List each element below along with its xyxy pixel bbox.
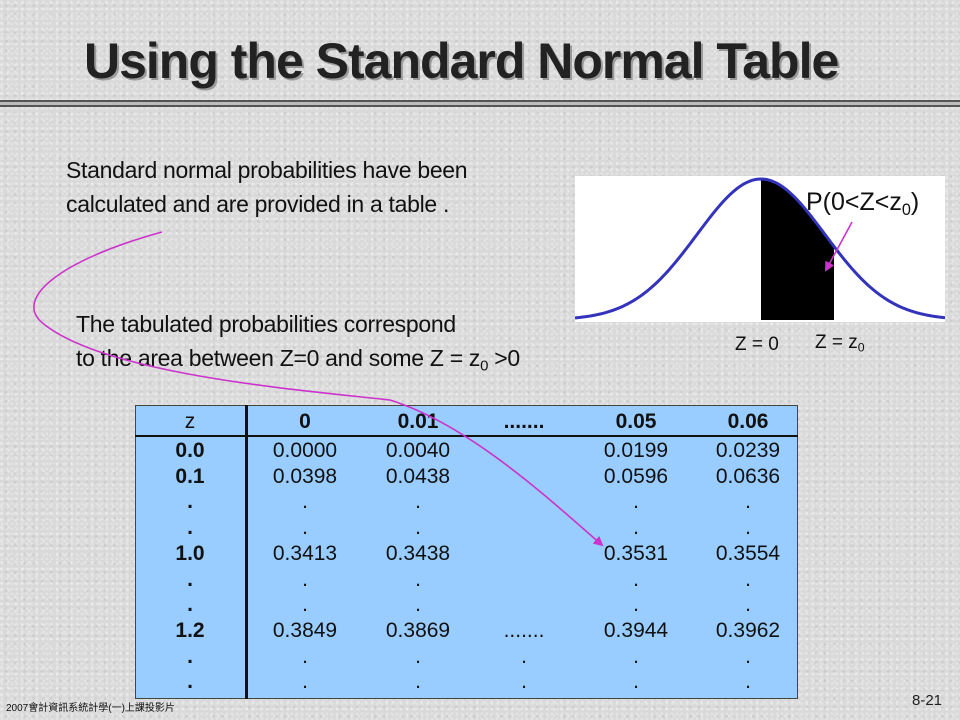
table-cell: 0.3962	[715, 618, 781, 642]
table-cell: 0.3944	[603, 618, 669, 642]
table-cell: .......	[503, 618, 545, 642]
intro-paragraph: Standard normal probabilities have been …	[66, 153, 468, 221]
table-header-cell: .......	[503, 410, 545, 433]
table-cell: 0.3849	[272, 618, 338, 642]
table-cell: .	[415, 490, 421, 514]
page-number: 8-21	[912, 692, 943, 709]
tabulated-line-1: The tabulated probabilities correspond	[76, 311, 456, 337]
tabulated-line-2-subscript: 0	[480, 357, 489, 375]
table-cell: .	[415, 593, 421, 617]
table-cell: 0.0438	[385, 464, 451, 488]
table-cell: .	[745, 516, 751, 540]
table-cell: .	[745, 490, 751, 514]
table-row-z-value: .	[187, 567, 193, 591]
normal-curve-svg	[575, 177, 945, 320]
tabulated-line-2-tail: >0	[488, 345, 520, 371]
table-cell: 0.0000	[272, 439, 338, 462]
tabulated-paragraph: The tabulated probabilities correspond t…	[76, 307, 520, 375]
table-row-z-value: .	[187, 593, 193, 617]
table-cell: .	[633, 490, 639, 514]
slide-title: Using the Standard Normal Table	[84, 33, 839, 89]
probability-label-text: P(0<Z<z	[806, 188, 902, 216]
table-header-cell: z	[184, 410, 196, 433]
table-cell: .	[415, 670, 421, 694]
table-cell: .	[633, 644, 639, 668]
table-cell: .	[745, 567, 751, 591]
table-header-cell: 0.01	[397, 410, 439, 433]
table-cell: .	[521, 670, 527, 694]
table-row-z-value: .	[187, 490, 193, 514]
table-header-cell: 0.06	[727, 410, 769, 433]
intro-line-2: calculated and are provided in a table .	[66, 191, 450, 217]
table-header-cell: 0.05	[615, 410, 657, 433]
table-row-z-value: 0.0	[175, 439, 205, 462]
table-cell: .	[302, 516, 308, 540]
table-header-divider	[135, 435, 798, 437]
table-cell: 0.3413	[272, 541, 338, 565]
table-cell: .	[633, 567, 639, 591]
table-cell: 0.0199	[603, 439, 669, 462]
z-zero-label: Z = 0	[735, 334, 779, 355]
table-cell: 0.0636	[715, 464, 781, 488]
z-z0-label-text: Z = z	[815, 332, 858, 353]
probability-label-close: )	[910, 188, 920, 216]
table-cell: .	[302, 567, 308, 591]
title-divider	[0, 100, 960, 107]
table-cell: 0.0040	[385, 439, 451, 462]
table-cell: .	[633, 593, 639, 617]
table-row-z-value: 1.2	[175, 618, 205, 642]
intro-line-1: Standard normal probabilities have been	[66, 157, 468, 183]
table-cell: .	[302, 644, 308, 668]
table-cell: .	[633, 670, 639, 694]
table-cell: .	[521, 644, 527, 668]
footer-course-label: 2007會計資訊系統計學(一)上課投影片	[6, 703, 175, 714]
z-z0-label: Z = z0	[815, 332, 865, 354]
shaded-area	[761, 179, 834, 320]
table-cell: 0.3554	[715, 541, 781, 565]
probability-label-subscript: 0	[901, 200, 911, 219]
table-row-z-value: .	[187, 670, 193, 694]
normal-curve-figure	[575, 176, 945, 322]
table-row-z-value: 1.0	[175, 541, 205, 565]
probability-label: P(0<Z<z0)	[806, 188, 920, 219]
table-cell: .	[633, 516, 639, 540]
table-cell: 0.0596	[603, 464, 669, 488]
table-row-z-value: .	[187, 516, 193, 540]
table-cell: .	[415, 567, 421, 591]
table-cell: .	[415, 644, 421, 668]
table-cell: .	[302, 490, 308, 514]
table-cell: 0.3869	[385, 618, 451, 642]
table-cell: 0.0398	[272, 464, 338, 488]
table-row-z-value: .	[187, 644, 193, 668]
table-cell: .	[745, 670, 751, 694]
table-cell: .	[302, 593, 308, 617]
tabulated-line-2: to the area between Z=0 and some Z = z0 …	[76, 341, 520, 375]
z-z0-label-subscript: 0	[857, 340, 865, 355]
bell-curve	[575, 177, 945, 320]
table-column-divider	[245, 405, 248, 699]
table-cell: 0.3438	[385, 541, 451, 565]
table-header-cell: 0	[299, 410, 311, 433]
tabulated-line-2-text: to the area between Z=0 and some Z = z	[76, 345, 481, 371]
table-cell: .	[745, 593, 751, 617]
table-cell: 0.3531	[603, 541, 669, 565]
standard-normal-table	[135, 405, 798, 699]
table-row-z-value: 0.1	[175, 464, 205, 488]
table-cell: .	[415, 516, 421, 540]
table-cell: 0.0239	[715, 439, 781, 462]
table-cell: .	[302, 670, 308, 694]
table-cell: .	[745, 644, 751, 668]
